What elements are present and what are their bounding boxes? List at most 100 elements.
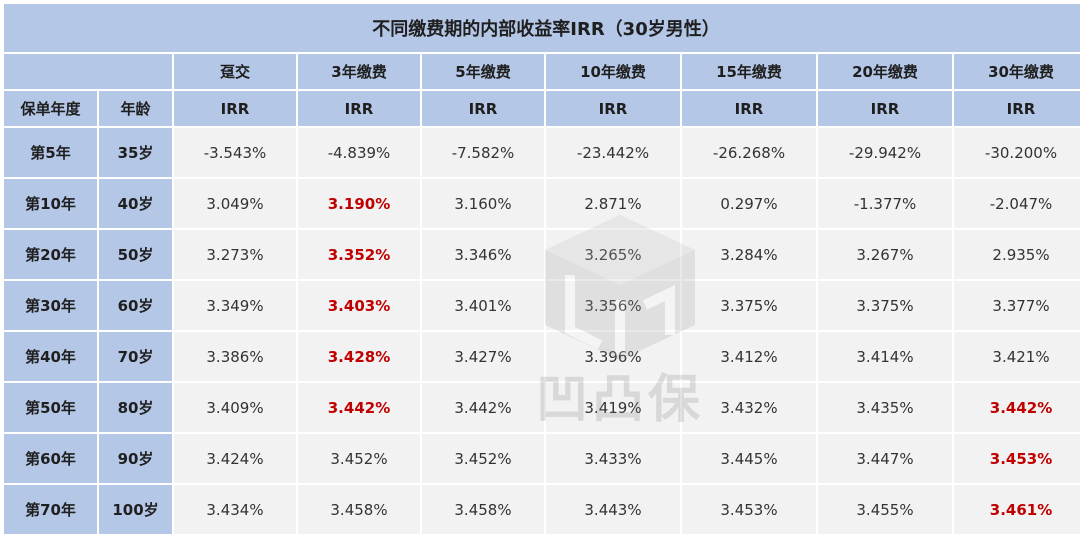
irr-value-cell: 3.428% <box>298 332 420 381</box>
column-header: 20年缴费 <box>818 54 952 89</box>
irr-value-cell: 3.401% <box>422 281 544 330</box>
irr-value-cell: 3.424% <box>174 434 296 483</box>
irr-value-cell: 3.447% <box>818 434 952 483</box>
irr-value-cell: -26.268% <box>682 128 816 177</box>
irr-value-cell: -7.582% <box>422 128 544 177</box>
irr-value-cell: 3.356% <box>546 281 680 330</box>
column-header: 10年缴费 <box>546 54 680 89</box>
column-subheader: IRR <box>422 91 544 126</box>
irr-value-cell: 3.452% <box>422 434 544 483</box>
irr-value-cell: 3.352% <box>298 230 420 279</box>
header-corner <box>4 54 172 89</box>
irr-value-cell: 0.297% <box>682 179 816 228</box>
irr-value-cell: 3.453% <box>954 434 1080 483</box>
table-row: 第5年 35岁 -3.543% -4.839% -7.582% -23.442% -26.2… <box>4 128 1080 177</box>
irr-value-cell: -4.839% <box>298 128 420 177</box>
policy-year-cell: 第60年 <box>4 434 97 483</box>
table-row: 第70年 100岁 3.434% 3.458% 3.458% 3.443% 3.453% 3.… <box>4 485 1080 534</box>
irr-value-cell: 3.267% <box>818 230 952 279</box>
age-cell: 100岁 <box>99 485 172 534</box>
irr-value-cell: 3.190% <box>298 179 420 228</box>
irr-value-cell: 3.273% <box>174 230 296 279</box>
table-row: 第10年 40岁 3.049% 3.190% 3.160% 2.871% 0.297% -1.… <box>4 179 1080 228</box>
irr-value-cell: 3.453% <box>682 485 816 534</box>
table-row: 第40年 70岁 3.386% 3.428% 3.427% 3.396% 3.412% 3.4… <box>4 332 1080 381</box>
header-age: 年龄 <box>99 91 172 126</box>
irr-value-cell: 3.377% <box>954 281 1080 330</box>
irr-value-cell: 3.458% <box>422 485 544 534</box>
irr-value-cell: 3.049% <box>174 179 296 228</box>
policy-year-cell: 第30年 <box>4 281 97 330</box>
table-title: 不同缴费期的内部收益率IRR（30岁男性） <box>4 4 1080 52</box>
irr-value-cell: -3.543% <box>174 128 296 177</box>
age-cell: 80岁 <box>99 383 172 432</box>
irr-value-cell: 3.442% <box>422 383 544 432</box>
column-header: 15年缴费 <box>682 54 816 89</box>
column-subheader: IRR <box>954 91 1080 126</box>
irr-value-cell: 3.443% <box>546 485 680 534</box>
irr-value-cell: 3.433% <box>546 434 680 483</box>
irr-value-cell: 3.442% <box>298 383 420 432</box>
column-header: 趸交 <box>174 54 296 89</box>
irr-value-cell: 3.452% <box>298 434 420 483</box>
age-cell: 40岁 <box>99 179 172 228</box>
irr-value-cell: 3.427% <box>422 332 544 381</box>
irr-value-cell: 3.419% <box>546 383 680 432</box>
policy-year-cell: 第5年 <box>4 128 97 177</box>
irr-value-cell: 3.435% <box>818 383 952 432</box>
irr-value-cell: 3.412% <box>682 332 816 381</box>
column-subheader: IRR <box>682 91 816 126</box>
age-cell: 60岁 <box>99 281 172 330</box>
irr-value-cell: 3.346% <box>422 230 544 279</box>
irr-value-cell: 2.871% <box>546 179 680 228</box>
irr-value-cell: 3.265% <box>546 230 680 279</box>
irr-value-cell: 3.284% <box>682 230 816 279</box>
policy-year-cell: 第10年 <box>4 179 97 228</box>
irr-value-cell: 3.403% <box>298 281 420 330</box>
column-subheader: IRR <box>818 91 952 126</box>
irr-value-cell: 3.409% <box>174 383 296 432</box>
policy-year-cell: 第50年 <box>4 383 97 432</box>
irr-value-cell: 3.421% <box>954 332 1080 381</box>
age-cell: 35岁 <box>99 128 172 177</box>
table-row: 第30年 60岁 3.349% 3.403% 3.401% 3.356% 3.375% 3.3… <box>4 281 1080 330</box>
age-cell: 70岁 <box>99 332 172 381</box>
policy-year-cell: 第20年 <box>4 230 97 279</box>
irr-value-cell: 3.396% <box>546 332 680 381</box>
column-header: 3年缴费 <box>298 54 420 89</box>
policy-year-cell: 第70年 <box>4 485 97 534</box>
irr-value-cell: -1.377% <box>818 179 952 228</box>
irr-value-cell: -23.442% <box>546 128 680 177</box>
irr-value-cell: 3.445% <box>682 434 816 483</box>
irr-value-cell: -29.942% <box>818 128 952 177</box>
irr-value-cell: 3.432% <box>682 383 816 432</box>
age-cell: 50岁 <box>99 230 172 279</box>
table-row: 第20年 50岁 3.273% 3.352% 3.346% 3.265% 3.284% 3.2… <box>4 230 1080 279</box>
irr-value-cell: 3.349% <box>174 281 296 330</box>
irr-value-cell: 3.386% <box>174 332 296 381</box>
table-row: 第60年 90岁 3.424% 3.452% 3.452% 3.433% 3.445% 3.4… <box>4 434 1080 483</box>
policy-year-cell: 第40年 <box>4 332 97 381</box>
irr-value-cell: 3.458% <box>298 485 420 534</box>
header-policy-year: 保单年度 <box>4 91 97 126</box>
column-subheader: IRR <box>546 91 680 126</box>
irr-value-cell: -30.200% <box>954 128 1080 177</box>
age-cell: 90岁 <box>99 434 172 483</box>
column-subheader: IRR <box>298 91 420 126</box>
irr-value-cell: 3.434% <box>174 485 296 534</box>
column-header: 30年缴费 <box>954 54 1080 89</box>
irr-value-cell: 3.414% <box>818 332 952 381</box>
irr-value-cell: 3.375% <box>818 281 952 330</box>
table-row: 第50年 80岁 3.409% 3.442% 3.442% 3.419% 3.432% 3.4… <box>4 383 1080 432</box>
irr-value-cell: 3.375% <box>682 281 816 330</box>
column-header: 5年缴费 <box>422 54 544 89</box>
irr-value-cell: 3.160% <box>422 179 544 228</box>
irr-value-cell: -2.047% <box>954 179 1080 228</box>
irr-value-cell: 3.442% <box>954 383 1080 432</box>
irr-value-cell: 3.461% <box>954 485 1080 534</box>
irr-value-cell: 2.935% <box>954 230 1080 279</box>
column-subheader: IRR <box>174 91 296 126</box>
irr-value-cell: 3.455% <box>818 485 952 534</box>
